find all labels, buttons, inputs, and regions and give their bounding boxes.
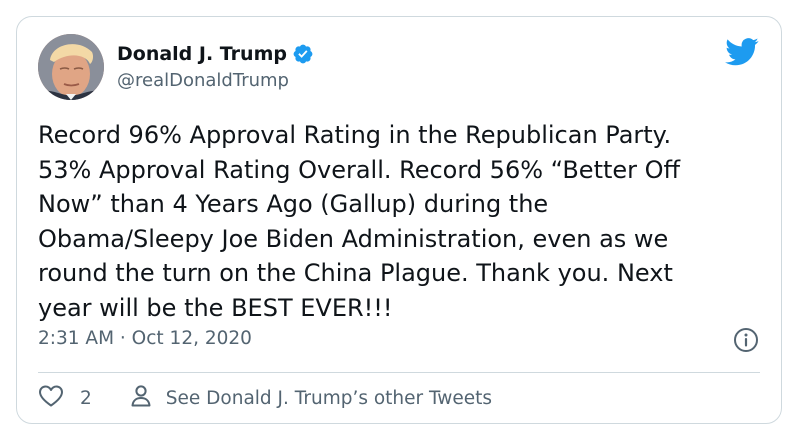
like-button[interactable]: 2 (38, 384, 92, 412)
like-count: 2 (80, 387, 92, 409)
verified-badge-icon (292, 43, 314, 65)
see-other-tweets-label: See Donald J. Trump’s other Tweets (165, 387, 493, 409)
author-handle[interactable]: @realDonaldTrump (117, 70, 289, 91)
see-other-tweets-link[interactable]: See Donald J. Trump’s other Tweets (130, 384, 492, 412)
heart-icon (38, 384, 64, 412)
author-name-row[interactable]: Donald J. Trump (117, 41, 314, 67)
avatar-portrait-icon (38, 34, 104, 100)
author-display-name[interactable]: Donald J. Trump (117, 43, 287, 65)
person-icon (130, 384, 152, 412)
avatar[interactable] (38, 34, 104, 100)
tweet-timestamp[interactable]: 2:31 AM · Oct 12, 2020 (38, 328, 252, 349)
tweet-card: Donald J. Trump @realDonaldTrump Record … (16, 16, 782, 424)
twitter-bird-icon[interactable] (725, 37, 759, 67)
actions-divider (38, 372, 760, 373)
info-icon[interactable] (733, 327, 759, 353)
tweet-actions: 2 See Donald J. Trump’s other Tweets (38, 383, 492, 413)
tweet-text: Record 96% Approval Rating in the Republ… (38, 121, 681, 322)
